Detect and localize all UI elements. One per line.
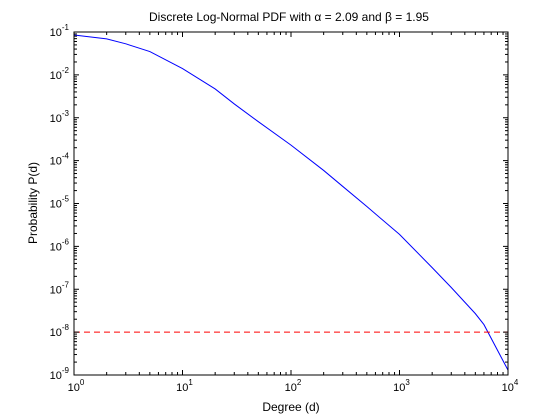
- plot-area: [74, 32, 508, 375]
- y-tick-base: 10: [50, 113, 62, 125]
- y-axis-label: Probability P(d): [26, 162, 40, 244]
- y-tick-exponent: -6: [62, 237, 70, 246]
- y-tick-exponent: -1: [62, 23, 70, 32]
- x-tick-labels: 100 101 102 103 104: [68, 378, 519, 394]
- y-tick-label: 10-2: [50, 66, 70, 82]
- y-tick-base: 10: [50, 156, 62, 168]
- y-tick-exponent: -4: [62, 152, 70, 161]
- x-tick-exponent: 1: [188, 378, 193, 387]
- x-tick-base: 10: [68, 382, 80, 394]
- x-tick-label: 103: [393, 378, 410, 394]
- x-tick-exponent: 4: [514, 378, 519, 387]
- x-tick-base: 10: [502, 382, 514, 394]
- y-tick-label: 10-4: [50, 152, 70, 168]
- y-tick-label: 10-7: [50, 280, 70, 296]
- y-tick-exponent: -9: [62, 366, 70, 375]
- tick-layer: [73, 31, 509, 376]
- y-tick-label: 10-8: [50, 323, 70, 339]
- x-tick-base: 10: [285, 382, 297, 394]
- x-tick-exponent: 2: [297, 378, 302, 387]
- y-tick-exponent: -2: [62, 66, 70, 75]
- y-tick-base: 10: [50, 370, 62, 382]
- x-tick-label: 101: [176, 378, 193, 394]
- title-alpha: α: [314, 10, 321, 24]
- y-tick-exponent: -8: [62, 323, 70, 332]
- x-tick-label: 100: [68, 378, 85, 394]
- x-axis-label: Degree (d): [262, 400, 319, 414]
- title-alpha-text: = 2.09 and: [321, 10, 385, 24]
- y-tick-label: 10-3: [50, 109, 70, 125]
- y-tick-base: 10: [50, 284, 62, 296]
- y-tick-base: 10: [50, 70, 62, 82]
- y-tick-base: 10: [50, 327, 62, 339]
- y-tick-label: 10-9: [50, 366, 70, 382]
- title-beta: β: [385, 10, 392, 24]
- y-tick-label: 10-6: [50, 237, 70, 253]
- y-tick-label: 10-1: [50, 23, 70, 39]
- y-tick-labels: 10-910-810-710-610-510-410-310-210-1: [50, 23, 70, 382]
- y-tick-exponent: -7: [62, 280, 70, 289]
- y-tick-label: 10-5: [50, 195, 70, 211]
- x-tick-exponent: 0: [80, 378, 85, 387]
- title-prefix: Discrete Log-Normal PDF with: [149, 10, 314, 24]
- x-tick-label: 104: [502, 378, 519, 394]
- y-tick-exponent: -3: [62, 109, 70, 118]
- y-tick-exponent: -5: [62, 195, 70, 204]
- y-tick-base: 10: [50, 241, 62, 253]
- chart-title: Discrete Log-Normal PDF with α = 2.09 an…: [149, 10, 429, 24]
- x-tick-exponent: 3: [405, 378, 410, 387]
- x-tick-base: 10: [176, 382, 188, 394]
- y-tick-base: 10: [50, 199, 62, 211]
- x-tick-label: 102: [285, 378, 302, 394]
- title-beta-text: = 1.95: [392, 10, 429, 24]
- series-layer: [73, 34, 509, 371]
- x-tick-base: 10: [393, 382, 405, 394]
- pdf-curve: [73, 34, 509, 371]
- y-tick-base: 10: [50, 27, 62, 39]
